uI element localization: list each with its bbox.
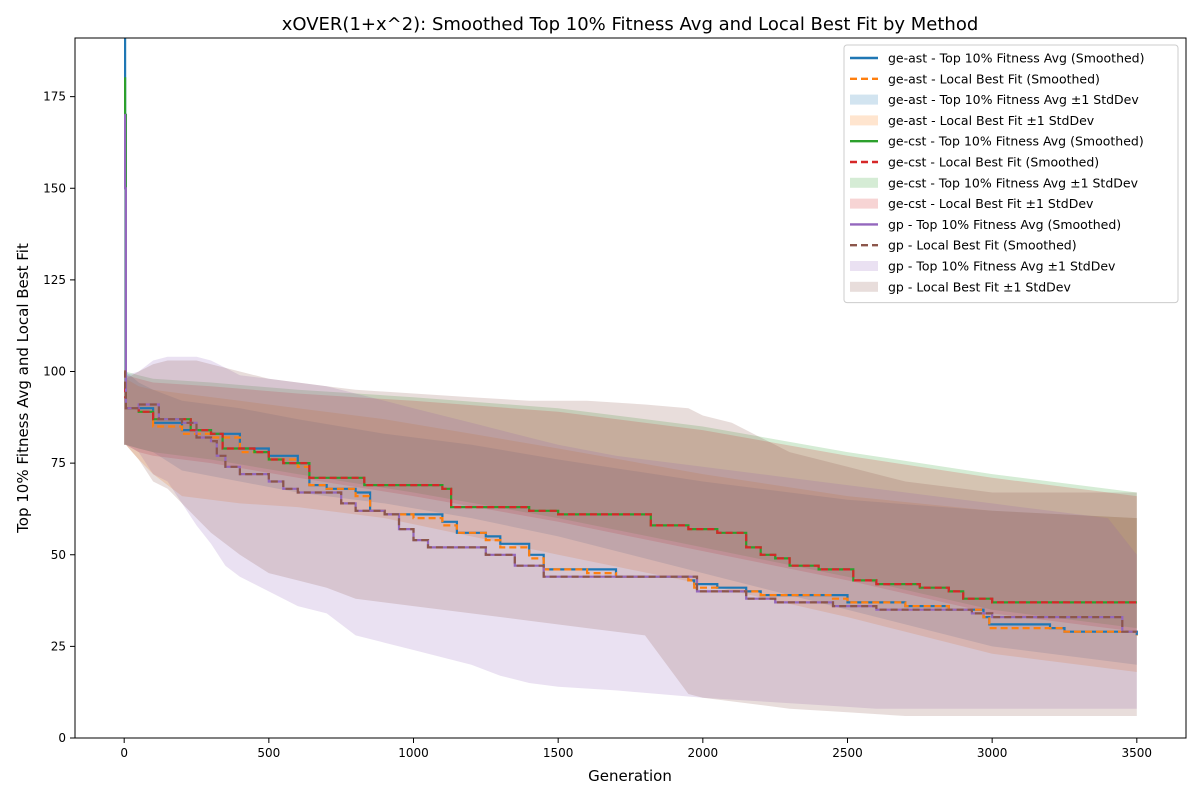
x-tick-label: 3000 xyxy=(977,746,1008,760)
legend-entry: ge-cst - Local Best Fit (Smoothed) xyxy=(850,155,1099,170)
line-ge-cst-local-best-fit-smoothed xyxy=(124,385,1137,604)
x-tick-label: 0 xyxy=(120,746,128,760)
legend-entry: ge-cst - Top 10% Fitness Avg ±1 StdDev xyxy=(850,175,1139,190)
legend-label: ge-cst - Local Best Fit (Smoothed) xyxy=(888,155,1099,170)
x-tick-label: 500 xyxy=(257,746,280,760)
legend-entry: ge-ast - Local Best Fit ±1 StdDev xyxy=(850,113,1095,128)
legend-label: gp - Local Best Fit (Smoothed) xyxy=(888,238,1077,253)
legend-swatch xyxy=(850,281,878,292)
legend-swatch xyxy=(850,94,878,105)
axes: 0 500 1000 1500 2000 2500 3000 3500 0 25 50 75 100 12… xyxy=(43,90,1152,760)
legend-label: ge-ast - Top 10% Fitness Avg ±1 StdDev xyxy=(888,92,1139,107)
legend-swatch xyxy=(850,261,878,271)
band-gp-local-best-fit-1-stddev xyxy=(124,360,1137,716)
plot-frame xyxy=(74,37,1187,739)
x-tick-label: 1000 xyxy=(398,746,429,760)
legend-entry: ge-ast - Top 10% Fitness Avg (Smoothed) xyxy=(850,51,1145,66)
legend-label: gp - Top 10% Fitness Avg (Smoothed) xyxy=(888,217,1121,232)
legend-entry: ge-ast - Top 10% Fitness Avg ±1 StdDev xyxy=(850,92,1139,107)
y-tick-label: 0 xyxy=(58,731,66,745)
legend-label: ge-cst - Local Best Fit ±1 StdDev xyxy=(888,196,1094,211)
legend-entry: gp - Local Best Fit ±1 StdDev xyxy=(850,279,1071,294)
band-ge-ast-local-best-fit-1-stddev xyxy=(124,371,1137,672)
legend-entry: ge-ast - Local Best Fit (Smoothed) xyxy=(850,71,1100,86)
band-ge-cst-local-best-fit-1-stddev xyxy=(124,371,1137,632)
y-tick-label: 100 xyxy=(43,365,66,379)
legend-entry: gp - Top 10% Fitness Avg ±1 StdDev xyxy=(850,259,1116,274)
legend-entry: ge-cst - Top 10% Fitness Avg (Smoothed) xyxy=(850,134,1144,149)
legend-entry: gp - Top 10% Fitness Avg (Smoothed) xyxy=(850,217,1121,232)
y-tick-label: 50 xyxy=(51,548,66,562)
legend-label: ge-cst - Top 10% Fitness Avg (Smoothed) xyxy=(888,134,1144,149)
legend-swatch xyxy=(850,115,878,126)
legend-label: ge-ast - Top 10% Fitness Avg (Smoothed) xyxy=(888,51,1145,66)
legend-entry: ge-cst - Local Best Fit ±1 StdDev xyxy=(850,196,1094,211)
line-ge-ast-local-best-fit-smoothed xyxy=(124,370,1138,636)
band-gp-top-10-fitness-avg-1-stddev xyxy=(124,115,1137,709)
legend-entry: gp - Local Best Fit (Smoothed) xyxy=(850,238,1077,253)
chart-title: xOVER(1+x^2): Smoothed Top 10% Fitness A… xyxy=(282,14,979,35)
band-ge-ast-top-10-fitness-avg-1-stddev xyxy=(124,38,1137,665)
legend-label: ge-ast - Local Best Fit ±1 StdDev xyxy=(888,113,1095,128)
x-tick-label: 2500 xyxy=(832,746,863,760)
band-ge-cst-top-10-fitness-avg-1-stddev xyxy=(124,78,1137,629)
legend-swatch xyxy=(850,198,878,209)
legend-label: ge-ast - Local Best Fit (Smoothed) xyxy=(888,71,1100,86)
legend-label: gp - Top 10% Fitness Avg ±1 StdDev xyxy=(888,259,1116,274)
legend-label: gp - Local Best Fit ±1 StdDev xyxy=(888,279,1071,294)
legend-label: ge-cst - Top 10% Fitness Avg ±1 StdDev xyxy=(888,175,1139,190)
y-tick-label: 75 xyxy=(51,456,66,470)
legend-box xyxy=(843,44,1179,304)
x-tick-label: 2000 xyxy=(688,746,719,760)
y-axis-label: Top 10% Fitness Avg and Local Best Fit xyxy=(14,243,32,534)
legend: ge-ast - Top 10% Fitness Avg (Smoothed) g… xyxy=(843,44,1179,304)
plot-area xyxy=(124,38,1138,716)
x-tick-label: 1500 xyxy=(543,746,574,760)
y-tick-label: 25 xyxy=(51,639,66,653)
y-tick-label: 125 xyxy=(43,273,66,287)
x-axis-label: Generation xyxy=(588,767,672,785)
y-tick-label: 175 xyxy=(43,90,66,104)
legend-swatch xyxy=(850,177,878,188)
y-tick-label: 150 xyxy=(43,181,66,195)
line-gp-local-best-fit-smoothed xyxy=(124,370,1137,633)
x-tick-label: 3500 xyxy=(1122,746,1153,760)
